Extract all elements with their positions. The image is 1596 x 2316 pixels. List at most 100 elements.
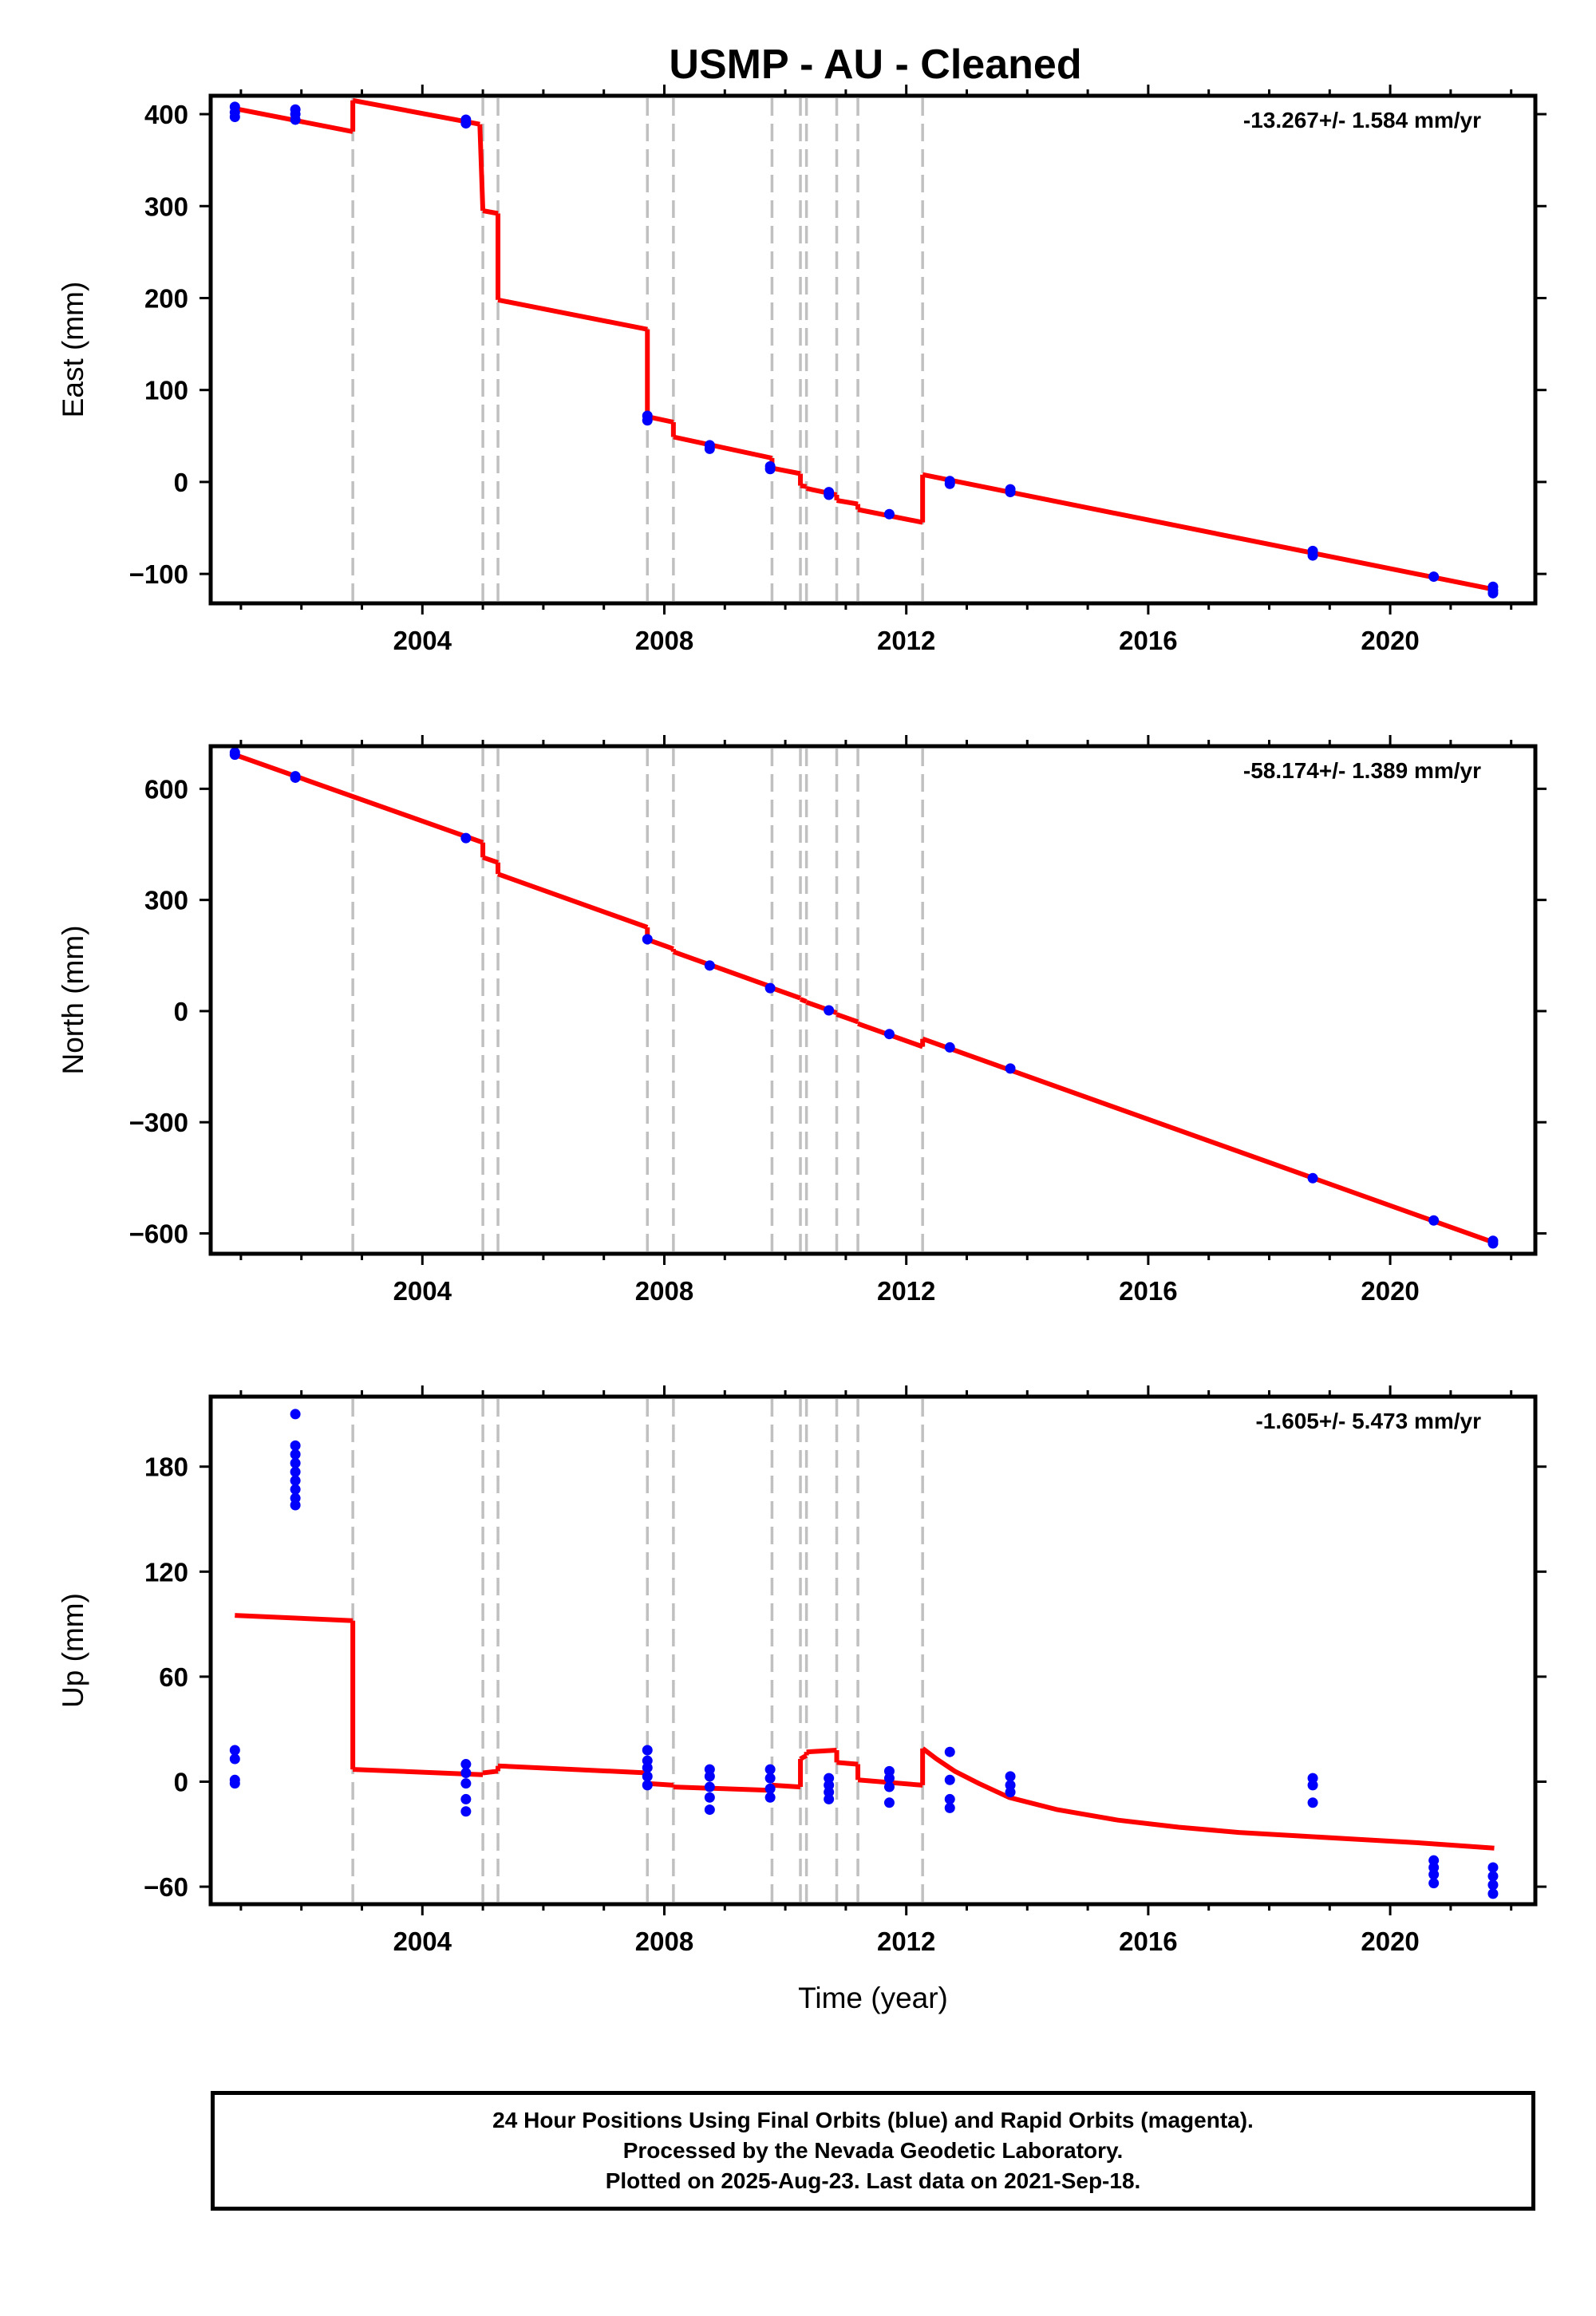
- east-model-segment: [836, 498, 859, 507]
- footer-box: 24 Hour Positions Using Final Orbits (bl…: [211, 2091, 1535, 2211]
- east-model-segment: [673, 434, 773, 460]
- up-data-point: [764, 1783, 776, 1794]
- east-y-axis-label: East (mm): [57, 282, 89, 418]
- up-data-point: [704, 1792, 715, 1803]
- north-y-tick-label: 600: [144, 774, 188, 804]
- east-model-step: [477, 124, 486, 211]
- up-x-tick-label: 2008: [635, 1927, 693, 1956]
- east-plot-frame: [208, 93, 1538, 606]
- north-data-point: [460, 832, 472, 844]
- east-model-segment: [800, 483, 808, 489]
- up-rate-label: -1.605+/- 5.473 mm/yr: [1255, 1409, 1481, 1433]
- up-x-tick-label: 2012: [877, 1927, 935, 1956]
- up-data-point: [764, 1764, 776, 1775]
- up-data-point: [229, 1753, 240, 1765]
- up-data-point: [1307, 1797, 1318, 1808]
- up-data-point: [642, 1780, 653, 1791]
- up-model-segment: [482, 1769, 499, 1776]
- north-model-segment: [799, 997, 808, 1004]
- up-data-point: [824, 1793, 835, 1804]
- east-x-tick-label: 2008: [635, 626, 693, 655]
- up-x-tick-label: 2020: [1361, 1927, 1419, 1956]
- east-y-tick-label: 200: [144, 283, 188, 313]
- up-data-point: [1487, 1871, 1499, 1882]
- up-data-point: [704, 1804, 715, 1816]
- east-model-segment: [922, 472, 1495, 592]
- up-y-tick-label: 180: [144, 1452, 188, 1482]
- north-model-segment: [482, 855, 499, 865]
- north-data-point: [642, 934, 653, 945]
- east-data-point: [1428, 571, 1440, 583]
- up-data-point: [764, 1792, 776, 1803]
- north-data-point: [1428, 1215, 1440, 1226]
- north-model-segment: [672, 949, 773, 990]
- footer-line-2: Processed by the Nevada Geodetic Laborat…: [622, 2138, 1124, 2163]
- north-model-segment: [922, 1036, 1495, 1245]
- up-data-point: [1307, 1780, 1318, 1791]
- up-model-segment: [799, 1753, 808, 1761]
- up-x-tick-label: 2004: [393, 1927, 452, 1956]
- up-data-point: [944, 1802, 955, 1813]
- north-data-point: [1487, 1238, 1499, 1249]
- up-data-point: [642, 1745, 653, 1756]
- up-data-point: [704, 1781, 715, 1792]
- up-data-point: [1005, 1787, 1016, 1798]
- north-x-tick-label: 2004: [393, 1276, 452, 1306]
- north-model-segment: [836, 1012, 859, 1025]
- up-data-point: [1487, 1862, 1499, 1873]
- north-y-tick-label: −600: [129, 1219, 188, 1248]
- up-data-point: [460, 1806, 472, 1817]
- chart-title: USMP - AU - Cleaned: [669, 41, 1081, 88]
- north-data-point: [764, 982, 776, 994]
- up-model-segment: [497, 1763, 648, 1776]
- north-rate-label: -58.174+/- 1.389 mm/yr: [1243, 758, 1481, 783]
- up-model-segment: [921, 1746, 1495, 1851]
- up-plot-frame: [208, 1394, 1538, 1907]
- up-data-point: [290, 1475, 301, 1486]
- east-data-point: [642, 415, 653, 426]
- east-model-segment: [497, 297, 648, 332]
- up-data-point: [290, 1500, 301, 1511]
- east-model-segment: [352, 97, 480, 127]
- up-y-tick-label: 120: [144, 1557, 188, 1587]
- up-y-tick-label: 60: [159, 1662, 188, 1692]
- east-y-tick-label: 0: [174, 468, 188, 497]
- up-data-point: [883, 1773, 895, 1784]
- east-x-tick-label: 2020: [1361, 626, 1419, 655]
- up-data-point: [1487, 1879, 1499, 1891]
- north-x-tick-label: 2008: [635, 1276, 693, 1306]
- north-data-point: [944, 1041, 955, 1053]
- up-data-point: [229, 1745, 240, 1756]
- north-data-point: [1307, 1172, 1318, 1184]
- north-data-point: [704, 960, 715, 971]
- east-data-point: [944, 478, 955, 489]
- up-x-axis-label: Time (year): [798, 1982, 948, 2014]
- up-data-point: [883, 1797, 895, 1808]
- up-data-point: [944, 1746, 955, 1757]
- east-data-point: [1307, 550, 1318, 561]
- up-data-point: [1428, 1878, 1440, 1889]
- north-y-tick-label: 0: [174, 997, 188, 1026]
- up-x-tick-label: 2016: [1119, 1927, 1177, 1956]
- up-data-point: [460, 1759, 472, 1770]
- north-model-segment: [496, 871, 649, 930]
- north-data-point: [290, 772, 301, 783]
- up-y-tick-label: 0: [174, 1767, 188, 1796]
- footer-line-3: Plotted on 2025-Aug-23. Last data on 202…: [605, 2168, 1141, 2193]
- up-data-point: [883, 1781, 895, 1792]
- north-plot-frame: [208, 744, 1538, 1256]
- east-x-tick-label: 2012: [877, 626, 935, 655]
- up-data-point: [290, 1466, 301, 1477]
- up-data-point: [642, 1762, 653, 1773]
- up-data-point: [229, 1778, 240, 1789]
- north-y-tick-label: −300: [129, 1108, 188, 1137]
- north-model-segment: [234, 752, 484, 845]
- east-model-segment: [771, 465, 801, 476]
- north-data-point: [1005, 1063, 1016, 1074]
- up-y-tick-label: −60: [144, 1872, 188, 1902]
- east-data-point: [1487, 587, 1499, 599]
- up-model-segment: [673, 1784, 772, 1793]
- east-y-tick-label: −100: [129, 559, 188, 589]
- east-data-point: [460, 118, 472, 129]
